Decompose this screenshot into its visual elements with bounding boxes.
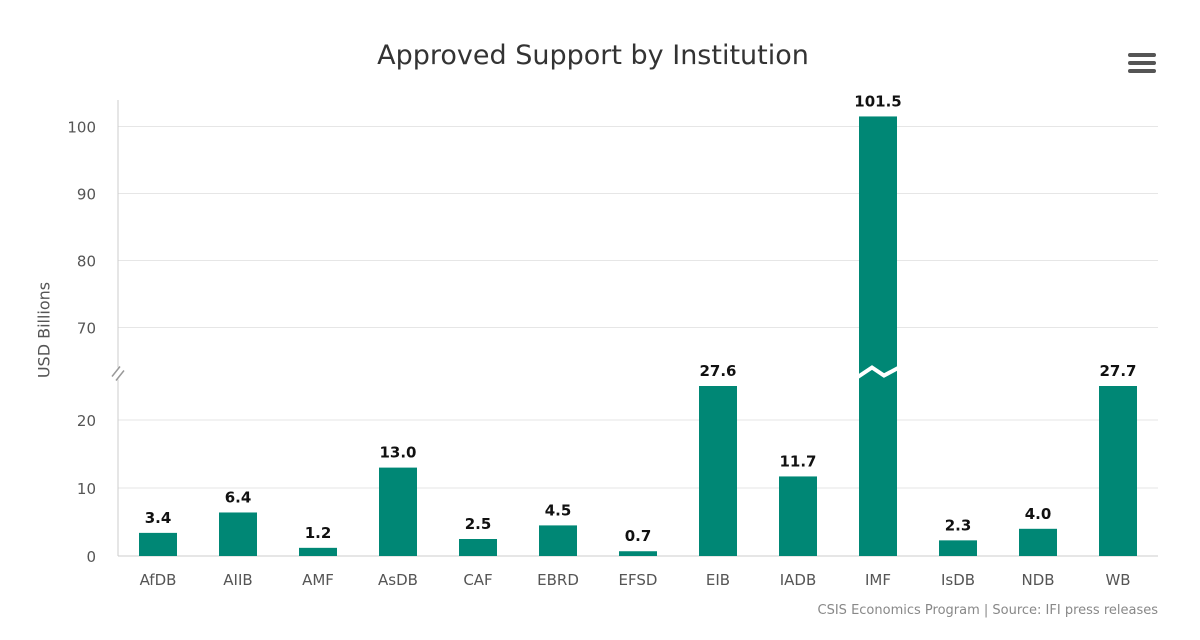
x-tick-label: EBRD [537,571,579,589]
x-tick-label: CAF [463,571,492,589]
x-tick-label: AfDB [140,571,177,589]
data-label: 11.7 [779,452,816,470]
bar [1099,386,1137,556]
x-tick-label: EIB [706,571,730,589]
x-tick-label: WB [1105,571,1130,589]
data-label: 2.5 [465,515,492,533]
bar [859,116,897,556]
bar [939,540,977,556]
x-tick-label: AIIB [223,571,252,589]
hamburger-menu-icon[interactable] [1128,53,1156,75]
data-label: 13.0 [379,444,416,462]
y-tick-label: 70 [77,320,96,338]
data-label: 4.5 [545,501,572,519]
data-label: 0.7 [625,527,652,545]
y-tick-label: 20 [77,412,96,430]
bar [1019,528,1057,556]
data-label: 3.4 [145,509,172,527]
x-tick-label: AsDB [378,571,418,589]
y-tick-label: 100 [67,119,96,137]
bar [699,386,737,556]
data-label: 4.0 [1025,505,1052,523]
bar [619,551,657,556]
y-tick-label: 90 [77,186,96,204]
x-tick-label: EFSD [619,571,658,589]
bar [379,467,417,556]
data-label: 27.7 [1099,362,1136,380]
x-tick-label: IsDB [941,571,975,589]
x-tick-label: IADB [780,571,817,589]
bar [459,539,497,556]
bar [299,547,337,556]
data-label: 1.2 [305,524,332,542]
data-label: 101.5 [854,92,901,110]
bar [219,512,257,556]
y-tick-label: 10 [77,480,96,498]
chart-title: Approved Support by Institution [377,40,809,71]
bar [779,476,817,556]
data-label: 6.4 [225,488,252,506]
y-tick-label: 80 [77,253,96,271]
bar [539,525,577,556]
x-tick-label: NDB [1021,571,1054,589]
bar [139,532,177,556]
data-label: 2.3 [945,516,972,534]
data-label: 27.6 [699,362,736,380]
x-tick-label: AMF [302,571,334,589]
x-tick-label: IMF [865,571,891,589]
bar-break-marker [855,365,900,380]
chart-credits[interactable]: CSIS Economics Program | Source: IFI pre… [817,603,1158,618]
y-tick-label: 0 [86,548,96,566]
axis-break-marker [111,366,125,381]
